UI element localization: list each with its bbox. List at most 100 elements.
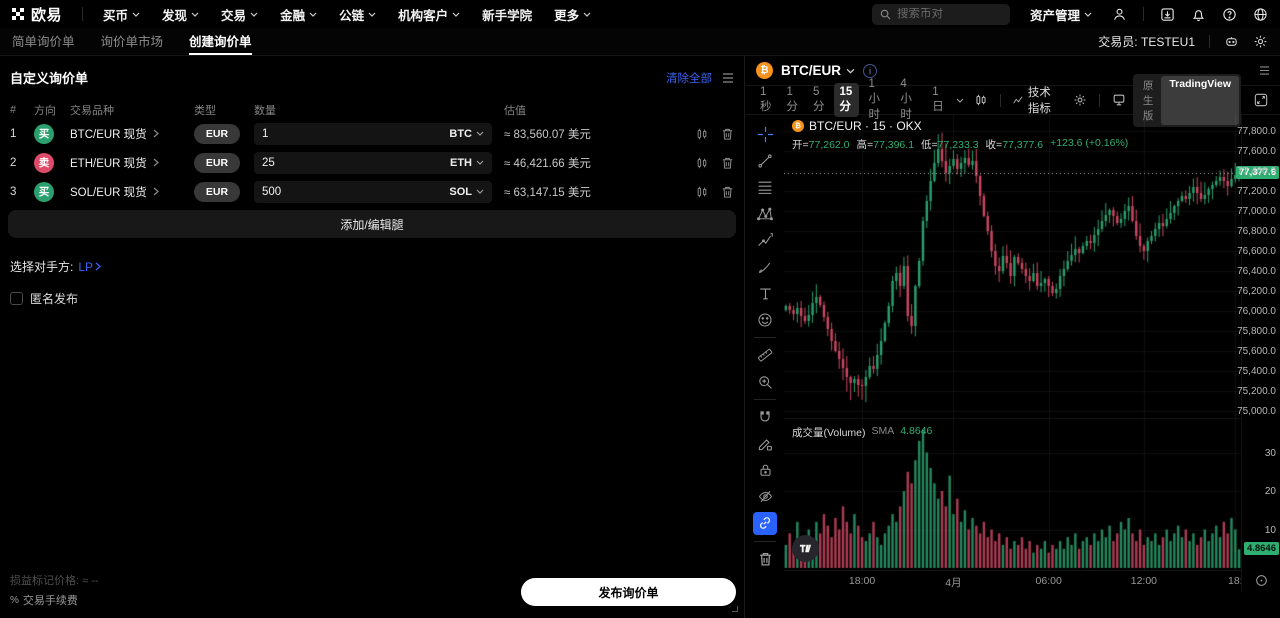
indicators-button[interactable]: 技术指标 [1009,84,1067,116]
page-title: 自定义询价单 [10,71,89,86]
trash-icon[interactable] [721,185,734,199]
nav-item-5[interactable]: 机构客户 [398,5,460,24]
nav-item-7[interactable]: 更多 [554,5,591,24]
amount-input[interactable]: 1 BTC [254,122,492,145]
type-pill[interactable]: EUR [194,152,240,173]
publish-rfq-button[interactable]: 发布询价单 [521,578,736,606]
time-axis-label: 18:00 [848,575,876,587]
emoji-icon[interactable] [753,309,777,332]
time-axis-label: 18: [1227,575,1241,587]
type-pill[interactable]: EUR [194,181,240,202]
price-axis-label: 76,600.0 [1237,246,1276,257]
instrument-selector[interactable]: ETH/EUR 现货 [70,155,188,171]
download-icon[interactable] [1160,7,1175,22]
timeframe-1分[interactable]: 1分 [786,86,799,113]
unit-selector[interactable]: SOL [449,186,484,198]
symbol-selector[interactable]: BTC/EUR [781,63,855,78]
trash-icon[interactable] [753,548,777,571]
anonymous-checkbox[interactable] [10,292,23,305]
price-axis-label: 75,000.0 [1237,406,1276,417]
volume-value-badge: 4.8646 [1243,542,1279,556]
instrument-selector[interactable]: SOL/EUR 现货 [70,184,188,200]
chart-toolbar: 1秒1分5分15分1小时4小时1日 技术指标 原生版 TradingView [746,73,1280,127]
candle-chart-icon[interactable] [695,185,709,199]
chart-settings-gear-icon[interactable] [1069,93,1091,107]
trendline-icon[interactable] [753,150,777,173]
chevron-down-icon [309,12,317,17]
info-icon[interactable]: i [863,63,877,78]
nav-item-1[interactable]: 发现 [162,5,199,24]
bot-icon[interactable] [1224,34,1239,49]
counterparty-link[interactable]: LP [78,260,102,274]
nav-item-3[interactable]: 金融 [280,5,317,24]
tab-create-rfq[interactable]: 创建询价单 [189,28,252,55]
chart-plot[interactable]: ₿ BTC/EUR · 15 · OKX 开=77,262.0 高=77,396… [784,115,1241,570]
nav-item-0[interactable]: 买币 [103,5,140,24]
bell-icon[interactable] [1191,7,1206,22]
tab-rfq-market[interactable]: 询价单市场 [100,35,164,49]
divider [1099,93,1100,107]
fib-retracement-icon[interactable] [753,176,777,199]
okx-logo[interactable]: 欧易 [12,4,62,25]
scroll-to-now-icon[interactable] [1255,574,1268,587]
search-input[interactable] [896,8,1002,20]
time-axis[interactable]: 18:00 4月 06:00 12:00 18: [784,570,1241,592]
price-axis-label: 76,200.0 [1237,286,1276,297]
chart-panel: ₿ BTC/EUR i 1秒1分5分15分1小时4小时1日 技术指标 原生版 T… [746,56,1280,618]
magnet-icon[interactable] [753,406,777,429]
amount-input[interactable]: 25 ETH [254,151,492,174]
instrument-selector[interactable]: BTC/EUR 现货 [70,126,188,142]
resize-corner[interactable] [732,606,738,612]
trash-icon[interactable] [721,127,734,141]
chevron-down-icon [452,12,460,17]
nav-item-2[interactable]: 交易 [221,5,258,24]
candle-chart-icon[interactable] [695,127,709,141]
chevron-down-icon [583,12,591,17]
menu-icon[interactable] [1259,66,1270,75]
draw-mode-icon[interactable] [753,433,777,456]
chevron-down-icon[interactable] [956,98,964,103]
candle-chart-icon[interactable] [695,156,709,170]
brush-icon[interactable] [753,256,777,279]
forecast-icon[interactable] [753,229,777,252]
link-icon[interactable] [753,512,777,535]
timeframe-5分[interactable]: 5分 [813,86,825,113]
zoom-in-icon[interactable] [753,371,777,394]
tab-simple-rfq[interactable]: 简单询价单 [12,35,75,49]
timeframe-1秒[interactable]: 1秒 [760,86,772,113]
text-icon[interactable] [753,282,777,305]
ruler-icon[interactable] [753,344,777,367]
amount-input[interactable]: 500 SOL [254,180,492,203]
assets-menu[interactable]: 资产管理 [1030,5,1092,24]
unit-selector[interactable]: ETH [450,157,484,169]
gear-icon[interactable] [1253,34,1268,49]
clear-all-link[interactable]: 清除全部 [666,72,712,85]
drawing-toolbar [746,115,784,570]
price-axis[interactable]: 77,377.6 4.8646 77,800.0 77,600.0 77,400.0… [1236,115,1280,592]
type-pill[interactable]: EUR [194,123,240,144]
lock-icon[interactable] [753,459,777,482]
add-edit-leg-button[interactable]: 添加/编辑腿 [8,210,736,238]
timeframe-1日[interactable]: 1日 [932,86,944,113]
screenshot-icon[interactable] [1108,93,1130,107]
user-icon[interactable] [1112,7,1127,22]
trash-icon[interactable] [721,156,734,170]
xabcd-pattern-icon[interactable] [753,203,777,226]
valuation: ≈ 63,147.15 美元 [504,186,591,199]
crosshair-icon[interactable] [753,123,777,146]
nav-item-6[interactable]: 新手学院 [482,8,533,23]
globe-icon[interactable] [1253,7,1268,22]
divider [82,7,84,21]
nav-item-4[interactable]: 公链 [339,5,376,24]
search-input-box[interactable] [871,3,1010,25]
hide-icon[interactable] [753,486,777,509]
legs-table: # 方向 交易品种 类型 数量 估值 1 买 BTC/EUR 现货 EUR 1 BTC ≈ … [0,101,744,206]
timeframe-15分[interactable]: 15分 [833,83,860,117]
list-menu-icon[interactable] [722,72,734,83]
help-icon[interactable] [1222,7,1237,22]
unit-selector[interactable]: BTC [449,128,484,140]
candle-style-icon[interactable] [970,93,992,107]
fullscreen-icon[interactable] [1250,93,1272,107]
btc-coin-icon: ₿ [792,120,804,132]
tradingview-logo[interactable] [792,535,819,562]
